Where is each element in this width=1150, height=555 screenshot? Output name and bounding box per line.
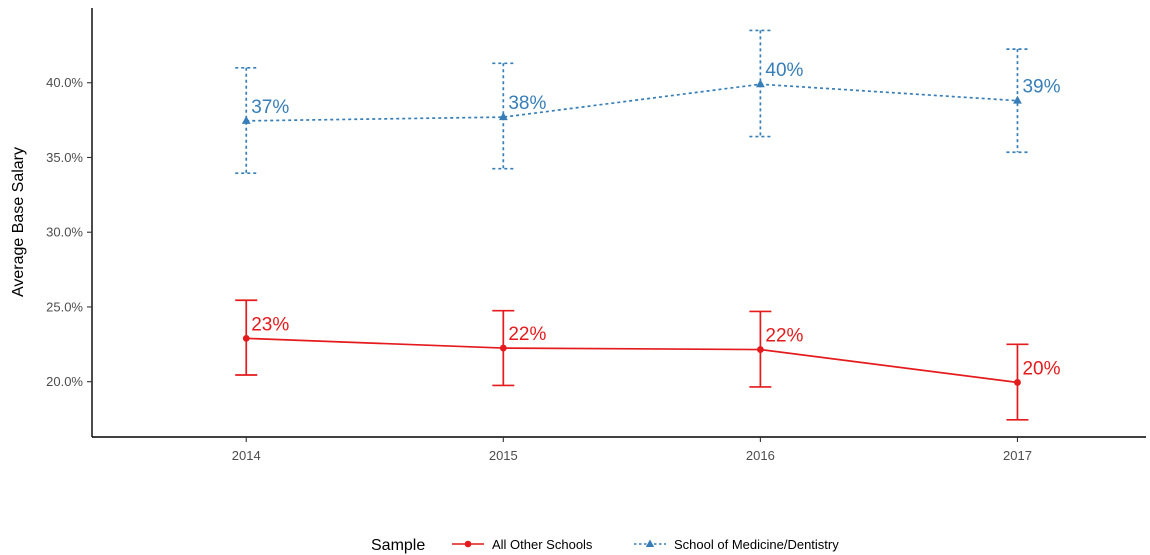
series-school-of-medicine-dentistry: 37% 38% 40% 39%: [235, 29, 1061, 175]
legend-item-school-of-medicine-dentistry: School of Medicine/Dentistry: [634, 537, 839, 552]
legend-item-all-other-schools: All Other Schools: [452, 537, 593, 552]
data-label-school-of-medicine-dentistry: 37%: [251, 97, 289, 118]
y-tick-label: 35.0%: [46, 150, 83, 165]
series-line-school-of-medicine-dentistry: [246, 83, 1018, 122]
data-label-all-other-schools: 20%: [1022, 358, 1060, 379]
x-tick-label: 2017: [1003, 448, 1032, 463]
series-layer: 23% 22% 22% 20% 37% 38% 40% 39%: [235, 29, 1061, 421]
legend-title: Sample: [371, 537, 425, 554]
data-point-all-other-schools: [499, 344, 507, 352]
series-all-other-schools: 23% 22% 22% 20%: [235, 299, 1061, 421]
data-label-all-other-schools: 23%: [251, 314, 289, 335]
y-tick-label: 25.0%: [46, 299, 83, 314]
x-tick-label: 2014: [232, 448, 261, 463]
x-tick-label: 2016: [746, 448, 775, 463]
error-bar-school-of-medicine-dentistry: [235, 66, 258, 175]
legend: Sample All Other Schools School of Medic…: [371, 537, 839, 554]
data-point-all-other-schools: [242, 334, 250, 342]
data-point-all-other-schools: [756, 346, 764, 353]
axes-layer: 20.0%25.0%30.0%35.0%40.0% 2014 2015 2016 20…: [10, 8, 1146, 463]
legend-marker-school-of-medicine-dentistry: [645, 539, 655, 547]
x-tick-label: 2015: [489, 448, 518, 463]
series-line-all-other-schools: [246, 337, 1018, 384]
data-point-school-of-medicine-dentistry: [1013, 95, 1022, 104]
error-bar-school-of-medicine-dentistry: [749, 29, 772, 138]
y-tick-label: 20.0%: [46, 374, 83, 389]
y-tick-label: 30.0%: [46, 225, 83, 240]
y-ticks: 20.0% 25.0% 30.0% 35.0% 40.0%: [46, 75, 92, 389]
data-point-school-of-medicine-dentistry: [755, 79, 765, 88]
data-label-school-of-medicine-dentistry: 38%: [508, 93, 546, 114]
data-point-all-other-schools: [1014, 379, 1021, 386]
y-axis-title: Average Base Salary: [10, 147, 27, 297]
data-label-all-other-schools: 22%: [765, 326, 803, 347]
y-tick-label: 40.0%: [46, 75, 83, 90]
data-point-school-of-medicine-dentistry: [498, 112, 508, 121]
legend-label-school-of-medicine-dentistry: School of Medicine/Dentistry: [674, 537, 839, 552]
error-bar-school-of-medicine-dentistry: [492, 62, 515, 170]
data-label-all-other-schools: 22%: [508, 324, 546, 345]
data-label-school-of-medicine-dentistry: 40%: [765, 60, 803, 81]
legend-label-all-other-schools: All Other Schools: [492, 537, 593, 552]
data-label-school-of-medicine-dentistry: 39%: [1022, 77, 1060, 98]
data-point-school-of-medicine-dentistry: [241, 115, 251, 124]
legend-marker-all-other-schools: [464, 540, 472, 548]
x-ticks: 2014 2015 2016 2017: [232, 437, 1032, 463]
error-bar-school-of-medicine-dentistry: [1006, 48, 1029, 154]
